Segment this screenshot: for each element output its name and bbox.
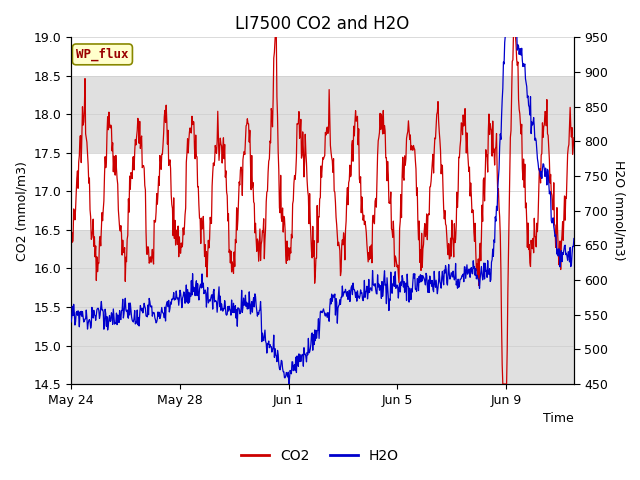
Text: WP_flux: WP_flux (76, 48, 129, 61)
Y-axis label: H2O (mmol/m3): H2O (mmol/m3) (612, 160, 625, 261)
Title: LI7500 CO2 and H2O: LI7500 CO2 and H2O (236, 15, 410, 33)
Bar (71, 76, 574, 153)
Legend: CO2, H2O: CO2, H2O (236, 443, 404, 468)
Y-axis label: CO2 (mmol/m3): CO2 (mmol/m3) (15, 161, 28, 261)
Bar (71, 230, 574, 384)
Text: Time: Time (543, 412, 574, 425)
